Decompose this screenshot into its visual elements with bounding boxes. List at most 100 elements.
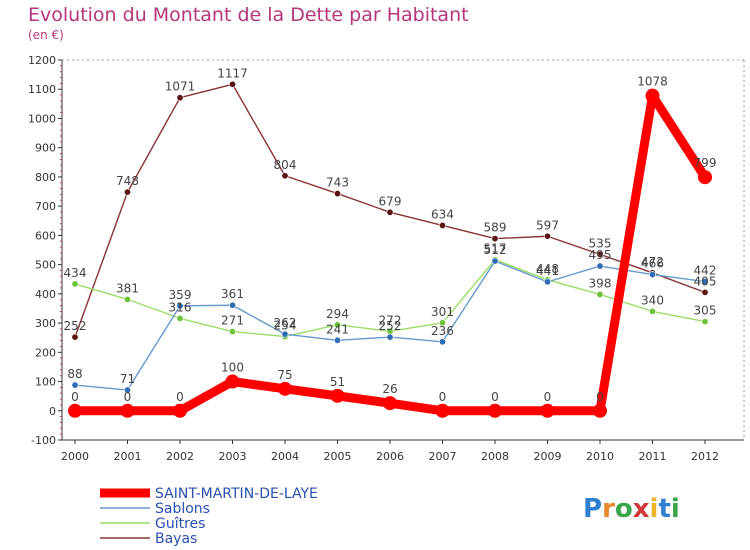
data-point-0-4 — [278, 381, 292, 396]
data-point-1-8 — [491, 257, 499, 265]
data-label-3-5: 743 — [326, 176, 349, 190]
y-tick-label: 1000 — [28, 112, 56, 125]
data-point-3-5 — [333, 190, 341, 198]
data-point-0-1 — [120, 403, 135, 418]
data-point-3-8 — [491, 235, 499, 243]
data-point-1-1 — [124, 386, 132, 394]
data-point-1-9 — [543, 278, 551, 286]
data-point-2-7 — [438, 319, 446, 327]
data-point-0-5 — [330, 388, 345, 403]
data-label-0-1: 0 — [124, 390, 132, 404]
data-point-1-4 — [281, 330, 289, 338]
data-point-3-0 — [71, 333, 79, 341]
data-label-0-7: 0 — [439, 390, 447, 404]
data-label-1-1: 71 — [120, 372, 135, 386]
x-tick-label: 2004 — [271, 450, 299, 463]
data-label-1-11: 466 — [641, 257, 664, 271]
data-point-0-11 — [645, 88, 660, 103]
y-tick-label: 0 — [49, 405, 56, 418]
data-point-1-3 — [229, 301, 237, 309]
data-label-0-0: 0 — [71, 390, 79, 404]
y-tick-label: 800 — [35, 171, 56, 184]
x-tick-label: 2010 — [586, 450, 614, 463]
data-label-1-7: 236 — [431, 324, 454, 338]
x-tick-label: 2012 — [691, 450, 719, 463]
x-tick-label: 2011 — [639, 450, 667, 463]
data-label-0-9: 0 — [544, 390, 552, 404]
data-label-1-12: 442 — [694, 264, 717, 278]
data-label-0-12: 799 — [694, 156, 717, 170]
data-label-3-2: 1071 — [165, 80, 196, 94]
axes: -100010020030040050060070080090010001100… — [28, 54, 745, 463]
data-label-2-1: 381 — [116, 281, 139, 295]
data-point-3-12 — [701, 288, 709, 296]
data-point-2-3 — [229, 328, 237, 336]
y-tick-label: 500 — [35, 259, 56, 272]
legend-label-1: Sablons — [155, 501, 210, 517]
data-point-1-5 — [333, 336, 341, 344]
x-tick-label: 2002 — [166, 450, 194, 463]
data-label-3-0: 252 — [64, 319, 87, 333]
x-tick-label: 2006 — [376, 450, 404, 463]
data-point-1-11 — [648, 271, 656, 279]
data-point-1-7 — [438, 338, 446, 346]
data-point-0-8 — [488, 403, 502, 418]
data-point-2-5 — [333, 321, 341, 329]
y-tick-label: 300 — [35, 317, 56, 330]
data-label-1-8: 512 — [484, 243, 507, 257]
data-point-3-3 — [229, 80, 237, 88]
data-label-2-6: 272 — [379, 313, 402, 327]
data-label-0-3: 100 — [221, 361, 244, 375]
data-point-1-12 — [701, 278, 709, 286]
data-label-3-10: 535 — [589, 236, 612, 250]
data-point-3-7 — [438, 221, 446, 229]
legend-label-2: Guîtres — [155, 516, 205, 532]
data-label-3-7: 634 — [431, 207, 454, 221]
x-tick-label: 2007 — [429, 450, 457, 463]
data-label-2-9: 448 — [536, 262, 559, 276]
data-label-2-2: 316 — [169, 300, 192, 314]
data-label-1-0: 88 — [67, 367, 82, 381]
data-point-1-0 — [71, 381, 79, 389]
y-tick-label: 600 — [35, 229, 56, 242]
data-point-2-2 — [176, 314, 184, 322]
x-tick-label: 2008 — [481, 450, 509, 463]
data-label-3-4: 804 — [274, 158, 297, 172]
chart-subtitle: (en €) — [28, 28, 64, 42]
y-tick-label: 900 — [35, 142, 56, 155]
data-point-0-12 — [698, 170, 712, 185]
data-labels: 252 748 1071 1117 804 743 679 634 589 597 535 472 40… — [64, 66, 717, 404]
data-point-1-2 — [176, 302, 184, 310]
y-tick-label: 100 — [35, 376, 56, 389]
data-label-0-4: 75 — [277, 368, 292, 382]
y-tick-label: 400 — [35, 288, 56, 301]
data-label-2-3: 271 — [221, 314, 244, 328]
data-label-1-9: 441 — [536, 264, 559, 278]
data-label-1-4: 262 — [274, 316, 297, 330]
legend-label-0: SAINT-MARTIN-DE-LAYE — [155, 486, 318, 502]
y-tick-label: 1100 — [28, 83, 56, 96]
data-label-0-8: 0 — [491, 390, 499, 404]
chart-title: Evolution du Montant de la Dette par Hab… — [28, 4, 469, 26]
data-label-2-4: 254 — [274, 319, 297, 333]
data-label-2-10: 398 — [589, 276, 612, 290]
data-point-3-1 — [124, 188, 132, 196]
data-label-2-0: 434 — [64, 266, 87, 280]
data-label-3-8: 589 — [484, 221, 507, 235]
x-tick-label: 2001 — [114, 450, 142, 463]
y-tick-label: -100 — [31, 434, 56, 447]
data-point-3-2 — [176, 94, 184, 102]
logo-text: Proxiti — [583, 494, 680, 524]
x-tick-label: 2000 — [61, 450, 89, 463]
data-point-2-11 — [648, 307, 656, 315]
data-point-0-9 — [540, 403, 555, 418]
data-point-3-10 — [596, 250, 604, 258]
data-label-1-2: 359 — [169, 288, 192, 302]
data-label-1-5: 241 — [326, 322, 349, 336]
data-label-2-12: 305 — [694, 304, 717, 318]
data-point-2-12 — [701, 318, 709, 326]
x-tick-label: 2009 — [534, 450, 562, 463]
